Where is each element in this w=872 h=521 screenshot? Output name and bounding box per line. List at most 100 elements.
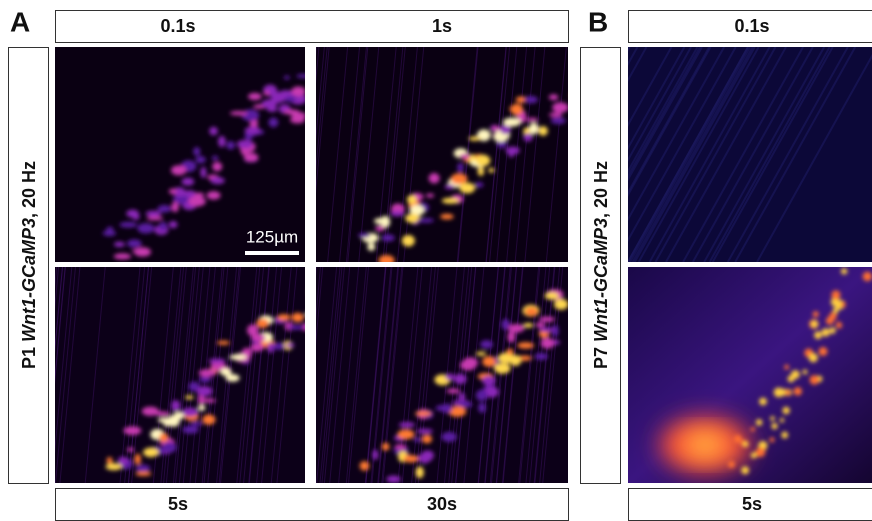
cell xyxy=(505,146,520,155)
streak xyxy=(329,267,351,483)
cell xyxy=(493,133,508,142)
streak xyxy=(175,267,197,483)
streak xyxy=(55,267,76,483)
streak xyxy=(514,47,536,262)
cell xyxy=(782,406,790,415)
cell xyxy=(501,318,511,331)
cell xyxy=(143,447,159,458)
cell xyxy=(525,117,539,122)
streak xyxy=(734,47,857,262)
streak xyxy=(316,267,338,483)
cell xyxy=(289,116,305,124)
streak xyxy=(708,47,831,262)
cell xyxy=(468,136,482,141)
cell xyxy=(113,253,132,260)
cells xyxy=(105,312,305,477)
cell xyxy=(821,328,830,337)
cell xyxy=(440,213,454,220)
cell xyxy=(445,373,455,381)
cell xyxy=(475,351,487,356)
bottom-label-box xyxy=(628,488,872,521)
time-label: 1s xyxy=(432,16,452,36)
cell xyxy=(509,106,523,112)
cell xyxy=(102,230,117,237)
cell xyxy=(450,173,468,185)
cell xyxy=(814,331,822,340)
streak xyxy=(628,47,737,243)
cell xyxy=(535,322,546,328)
images xyxy=(55,47,872,483)
cell xyxy=(425,193,435,198)
cell xyxy=(126,239,142,248)
streak xyxy=(207,267,229,483)
streak xyxy=(484,267,506,483)
scale-bar xyxy=(245,251,299,255)
streak xyxy=(443,267,465,483)
cell xyxy=(277,314,291,321)
cell xyxy=(494,363,511,374)
streak xyxy=(485,47,507,262)
cell xyxy=(416,428,434,434)
cell xyxy=(482,356,496,367)
streak xyxy=(628,47,686,151)
cell xyxy=(256,318,269,329)
micrograph-bg xyxy=(316,47,568,262)
cell xyxy=(209,126,218,136)
cell xyxy=(193,146,201,156)
cell xyxy=(296,74,305,79)
cell xyxy=(523,322,534,328)
cell xyxy=(552,102,568,113)
cell xyxy=(285,342,295,348)
cell xyxy=(478,402,486,414)
cell xyxy=(291,312,304,323)
cell xyxy=(515,96,527,103)
streak xyxy=(396,47,418,262)
cell xyxy=(544,292,559,300)
cell xyxy=(831,290,841,300)
micrograph-bg xyxy=(55,47,305,262)
cell xyxy=(405,213,421,224)
cell xyxy=(137,223,155,234)
cell xyxy=(171,400,181,412)
streak xyxy=(316,267,324,346)
cell xyxy=(781,431,789,439)
streak xyxy=(276,267,298,483)
streak xyxy=(628,47,701,178)
cell xyxy=(251,333,266,342)
cell xyxy=(263,90,270,96)
cell xyxy=(517,342,535,349)
cell xyxy=(809,375,820,385)
cell xyxy=(134,453,141,465)
cell xyxy=(172,195,190,204)
cells xyxy=(359,289,568,483)
streak xyxy=(628,47,692,163)
cell xyxy=(812,311,819,318)
streak xyxy=(703,47,826,262)
streak xyxy=(490,267,512,483)
streak xyxy=(631,47,754,262)
cells xyxy=(727,268,872,475)
streak xyxy=(545,47,567,262)
time-label: 5s xyxy=(742,494,762,514)
micrograph xyxy=(628,47,872,262)
bottom-label-box xyxy=(55,488,569,521)
cell xyxy=(359,461,370,471)
cell xyxy=(390,210,405,217)
streak xyxy=(489,47,511,262)
streak xyxy=(239,267,261,483)
cell xyxy=(272,342,286,350)
cell xyxy=(135,464,151,472)
cell xyxy=(283,75,290,80)
cell xyxy=(401,234,415,247)
cell xyxy=(475,154,491,167)
cell xyxy=(261,99,278,109)
cell xyxy=(524,95,538,104)
cell xyxy=(484,386,499,398)
streak xyxy=(316,267,321,321)
streak xyxy=(648,47,771,262)
streak xyxy=(654,47,777,262)
cell xyxy=(475,389,488,402)
streak xyxy=(628,47,726,222)
cell xyxy=(181,177,195,186)
cell xyxy=(755,419,763,426)
